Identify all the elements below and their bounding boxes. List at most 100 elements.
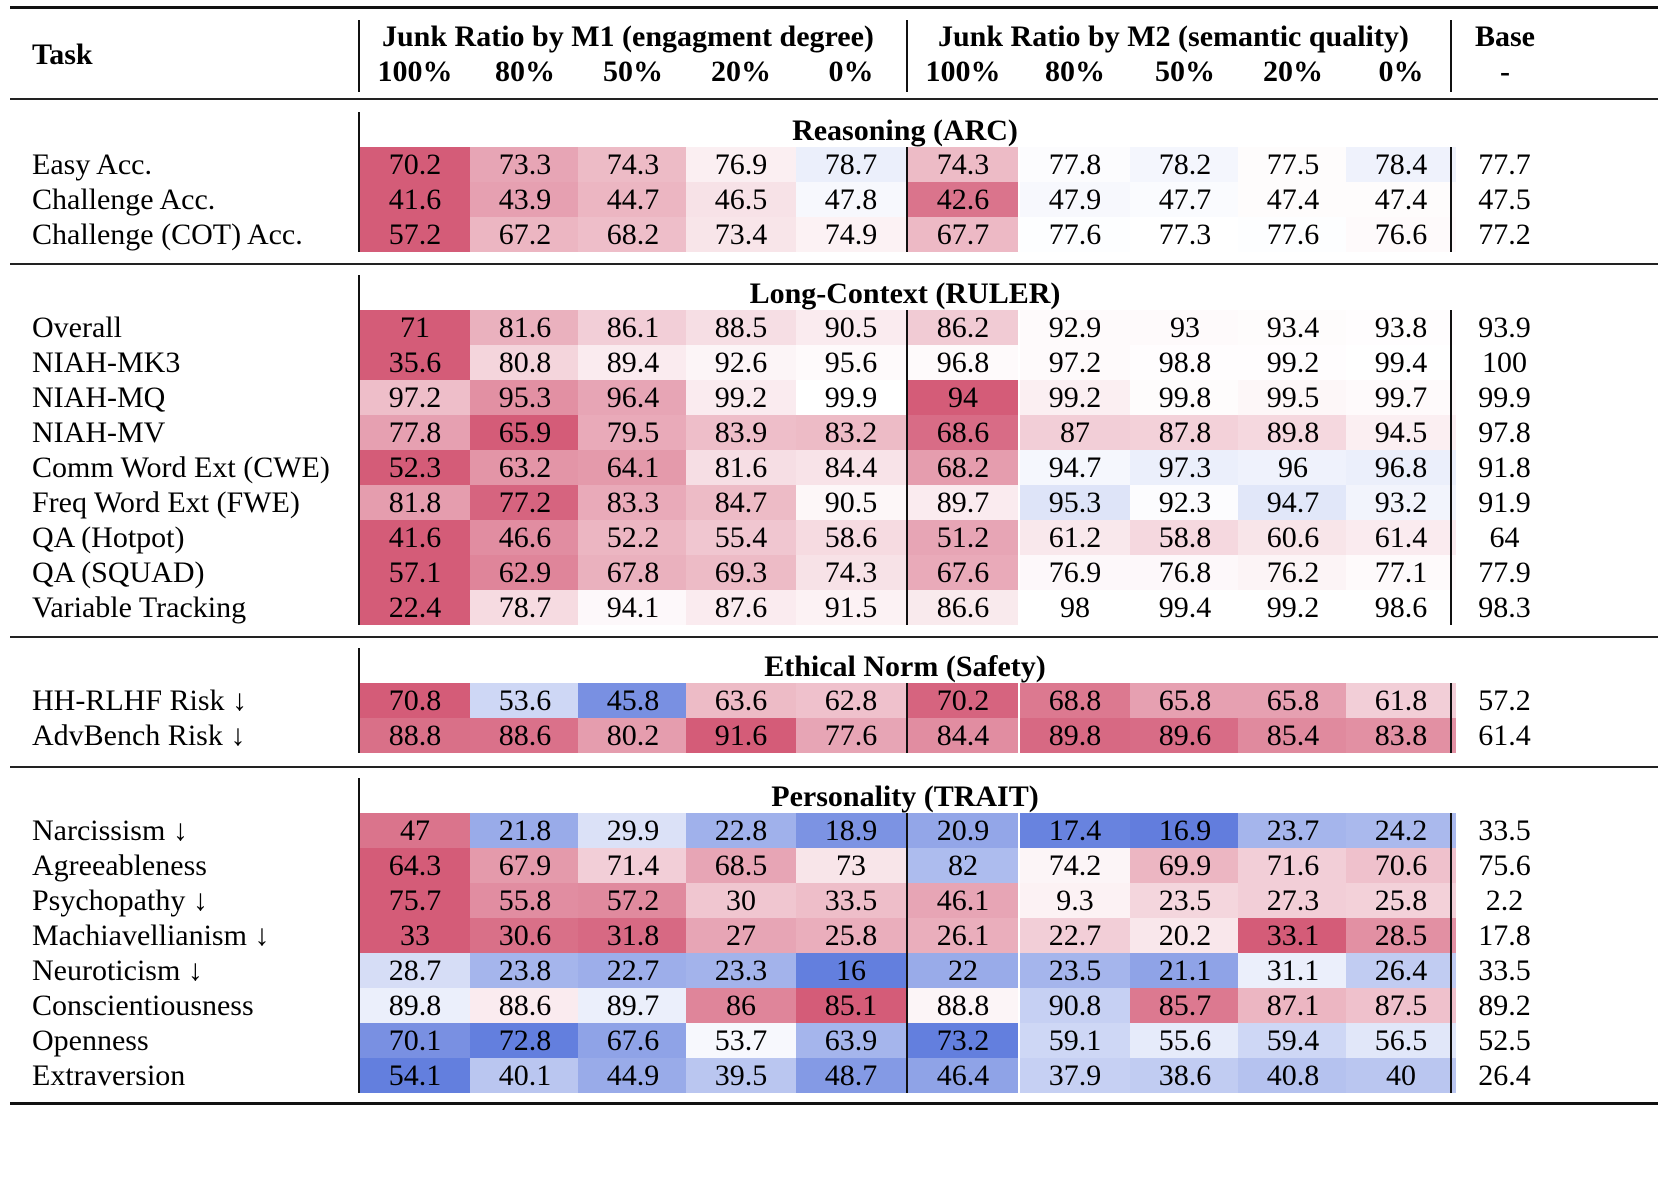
m1-cell: 79.5: [578, 415, 688, 450]
m1-cell: 43.9: [470, 182, 580, 217]
m2-cell: 67.7: [908, 217, 1018, 252]
m2-cell: 71.6: [1238, 848, 1348, 883]
base-cell: 47.5: [1478, 183, 1531, 216]
m2-cell: 73.2: [908, 1023, 1018, 1058]
m2-cell: 93.4: [1238, 310, 1348, 345]
m1-cell: 80.2: [578, 718, 688, 753]
m2-cell: 20.9: [908, 813, 1018, 848]
m1-cell: 67.9: [470, 848, 580, 883]
header-task: Task: [32, 38, 93, 71]
base-cell: 33.5: [1478, 954, 1531, 987]
m1-cell: 78.7: [796, 147, 906, 182]
m2-cell: 24.2: [1346, 813, 1456, 848]
header-divider-base: [1450, 20, 1452, 92]
m2-cell: 65.8: [1130, 683, 1240, 718]
task-label: Agreeableness: [32, 849, 207, 882]
m1-cell: 47.8: [796, 182, 906, 217]
m2-cell: 16.9: [1130, 813, 1240, 848]
m1-cell: 65.9: [470, 415, 580, 450]
m1-cell: 18.9: [796, 813, 906, 848]
m2-cell: 86.2: [908, 310, 1018, 345]
section-divider-left: [358, 648, 360, 753]
m2-cell: 87.8: [1130, 415, 1240, 450]
m1-cell: 83.9: [686, 415, 796, 450]
m1-cell: 48.7: [796, 1058, 906, 1093]
m1-cell: 74.3: [578, 147, 688, 182]
m1-cell: 74.3: [796, 555, 906, 590]
m2-cell: 74.3: [908, 147, 1018, 182]
m2-cell: 98: [1020, 590, 1130, 625]
bottom-rule: [10, 1102, 1658, 1105]
m2-cell: 85.7: [1130, 988, 1240, 1023]
m1-cell: 44.7: [578, 182, 688, 217]
m1-cell: 71.4: [578, 848, 688, 883]
m2-cell: 68.2: [908, 450, 1018, 485]
m2-cell: 70.6: [1346, 848, 1456, 883]
section-divider-left: [358, 112, 360, 252]
m1-cell: 73.3: [470, 147, 580, 182]
header-ratio-5: 100%: [925, 55, 1001, 88]
m1-cell: 63.2: [470, 450, 580, 485]
m1-cell: 88.6: [470, 718, 580, 753]
m1-cell: 77.6: [796, 718, 906, 753]
m2-cell: 68.8: [1020, 683, 1130, 718]
m1-cell: 45.8: [578, 683, 688, 718]
m1-cell: 47: [360, 813, 470, 848]
m1-cell: 90.5: [796, 310, 906, 345]
m2-cell: 77.5: [1238, 147, 1348, 182]
base-cell: 57.2: [1478, 684, 1531, 717]
m2-cell: 93.8: [1346, 310, 1456, 345]
m1-cell: 33.5: [796, 883, 906, 918]
m2-cell: 47.9: [1020, 182, 1130, 217]
base-cell: 77.2: [1478, 218, 1531, 251]
header-base-sub: -: [1500, 55, 1510, 88]
m1-cell: 86.1: [578, 310, 688, 345]
m1-cell: 57.1: [360, 555, 470, 590]
header-rule: [10, 98, 1658, 100]
m1-cell: 70.2: [360, 147, 470, 182]
m2-cell: 28.5: [1346, 918, 1456, 953]
m2-cell: 94: [908, 380, 1018, 415]
m2-cell: 82: [908, 848, 1018, 883]
m2-cell: 22: [908, 953, 1018, 988]
m1-cell: 77.8: [360, 415, 470, 450]
m2-cell: 59.1: [1020, 1023, 1130, 1058]
m2-cell: 51.2: [908, 520, 1018, 555]
base-cell: 93.9: [1478, 311, 1531, 344]
section-divider-base: [1450, 813, 1452, 1093]
m2-cell: 85.4: [1238, 718, 1348, 753]
header-ratio-0: 100%: [377, 55, 453, 88]
m2-cell: 23.5: [1020, 953, 1130, 988]
m2-cell: 89.7: [908, 485, 1018, 520]
base-cell: 89.2: [1478, 989, 1531, 1022]
task-label: Overall: [32, 311, 122, 344]
m2-cell: 26.1: [908, 918, 1018, 953]
header-ratio-3: 20%: [711, 55, 771, 88]
m1-cell: 99.2: [686, 380, 796, 415]
m2-cell: 65.8: [1238, 683, 1348, 718]
m2-cell: 89.8: [1020, 718, 1130, 753]
m2-cell: 77.6: [1020, 217, 1130, 252]
m2-cell: 97.3: [1130, 450, 1240, 485]
m1-cell: 44.9: [578, 1058, 688, 1093]
base-cell: 17.8: [1478, 919, 1531, 952]
section-title: Reasoning (ARC): [792, 114, 1018, 147]
m2-cell: 61.4: [1346, 520, 1456, 555]
m1-cell: 89.7: [578, 988, 688, 1023]
m2-cell: 60.6: [1238, 520, 1348, 555]
m1-cell: 91.5: [796, 590, 906, 625]
section-divider-mid: [906, 813, 908, 1093]
m2-cell: 27.3: [1238, 883, 1348, 918]
task-label: Freq Word Ext (FWE): [32, 486, 300, 519]
m1-cell: 99.9: [796, 380, 906, 415]
m1-cell: 84.7: [686, 485, 796, 520]
base-cell: 98.3: [1478, 591, 1531, 624]
m2-cell: 68.6: [908, 415, 1018, 450]
header-ratio-8: 20%: [1263, 55, 1323, 88]
m1-cell: 95.3: [470, 380, 580, 415]
section-divider-base: [1450, 310, 1452, 625]
m1-cell: 31.8: [578, 918, 688, 953]
m2-cell: 96.8: [908, 345, 1018, 380]
m2-cell: 23.5: [1130, 883, 1240, 918]
m1-cell: 28.7: [360, 953, 470, 988]
